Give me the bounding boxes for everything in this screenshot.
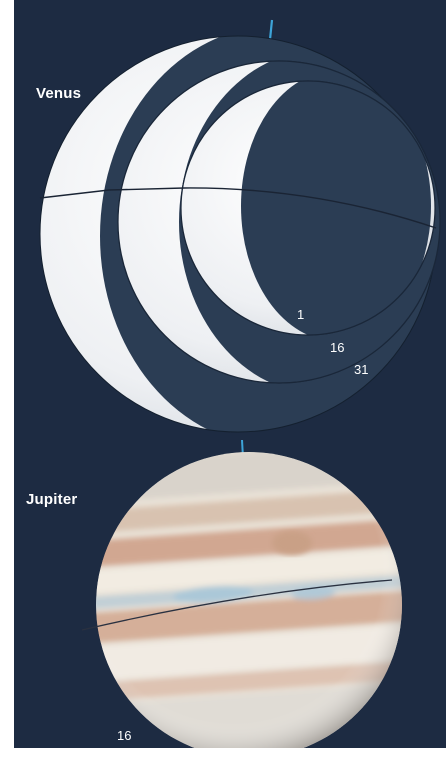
jupiter-label: Jupiter: [26, 491, 78, 508]
venus-equator-line: [39, 187, 437, 229]
planet-panel: Venus 1 16 31 Jupiter 16: [14, 0, 446, 748]
venus-date-1: 1: [297, 307, 305, 322]
jupiter-date: 16: [117, 728, 132, 743]
venus-date-16: 16: [330, 340, 345, 355]
jupiter-equator-line: [81, 579, 393, 631]
planet-illustration: [39, 19, 441, 748]
venus-phase-1: [180, 80, 436, 336]
venus-label: Venus: [36, 85, 82, 102]
venus-date-31: 31: [354, 362, 369, 377]
jupiter-disk: [96, 452, 402, 748]
